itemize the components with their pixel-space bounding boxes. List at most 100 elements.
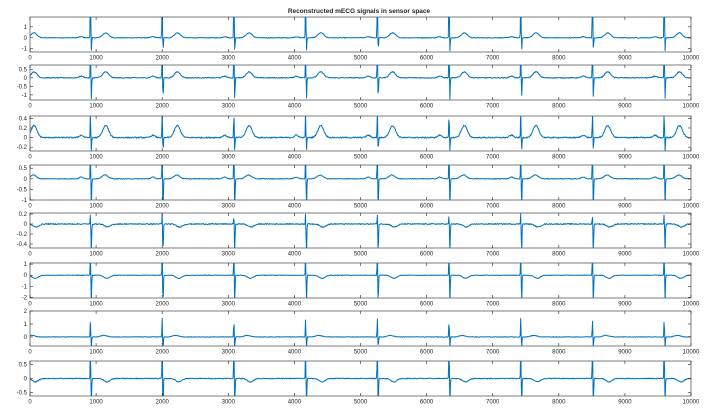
signal-panel-6: -2 -1 0 1 0 1000 2000 3000 4000 5000 6000 7000 8000 9… (22, 262, 700, 308)
x-tick-label: 0 (28, 350, 32, 356)
x-tick-label: 8000 (552, 252, 566, 258)
x-tick-label: 1000 (89, 104, 103, 110)
x-tick-label: 6000 (420, 56, 434, 62)
y-tick-label: -0.2 (17, 232, 28, 238)
x-tick-label: 4000 (288, 400, 302, 406)
x-tick-label: 9000 (618, 252, 632, 258)
x-tick-label: 5000 (354, 302, 368, 308)
x-tick-label: 3000 (222, 104, 236, 110)
x-tick-label: 5000 (354, 56, 368, 62)
x-tick-label: 4000 (288, 104, 302, 110)
x-tick-label: 8000 (552, 56, 566, 62)
x-tick-label: 10000 (683, 104, 700, 110)
x-tick-label: 3000 (222, 350, 236, 356)
x-tick-label: 10000 (683, 400, 700, 406)
ecg-trace-5 (30, 213, 691, 248)
signal-panel-4: -1 -0.5 0 0.5 0 1000 2000 3000 4000 5000 6000 7000 8… (17, 164, 700, 210)
x-tick-label: 1000 (89, 56, 103, 62)
x-tick-label: 2000 (156, 302, 170, 308)
x-tick-label: 3000 (222, 56, 236, 62)
x-tick-label: 4000 (288, 350, 302, 356)
x-tick-label: 4000 (288, 302, 302, 308)
y-tick-label: -0.5 (17, 187, 28, 193)
x-tick-label: 2000 (156, 204, 170, 210)
y-tick-label: 0.4 (19, 116, 28, 122)
x-tick-label: 0 (28, 204, 32, 210)
x-tick-label: 0 (28, 104, 32, 110)
x-tick-label: 7000 (486, 56, 500, 62)
y-tick-label: 0.5 (19, 362, 28, 368)
y-tick-label: 2 (24, 309, 28, 315)
y-tick-label: -1 (22, 93, 28, 99)
x-tick-label: 5000 (354, 204, 368, 210)
y-tick-label: 0 (24, 76, 28, 82)
signal-panel-7: 0 1 2 0 1000 2000 3000 4000 5000 6000 7000 8000 9000… (24, 309, 700, 356)
x-tick-label: 5000 (354, 350, 368, 356)
x-tick-label: 10000 (683, 56, 700, 62)
x-tick-label: 2000 (156, 56, 170, 62)
ecg-trace-2 (30, 65, 691, 100)
y-tick-label: 0 (24, 377, 28, 383)
x-tick-label: 10000 (683, 252, 700, 258)
x-tick-label: 3000 (222, 400, 236, 406)
x-tick-label: 2000 (156, 104, 170, 110)
x-tick-label: 8000 (552, 155, 566, 161)
x-tick-label: 8000 (552, 400, 566, 406)
axis-frame (29, 16, 692, 53)
axis-frame (29, 262, 692, 299)
x-tick-label: 1000 (89, 302, 103, 308)
x-tick-label: 6000 (420, 204, 434, 210)
x-tick-label: 9000 (618, 204, 632, 210)
x-tick-label: 10000 (683, 155, 700, 161)
axis-frame (29, 164, 692, 201)
x-tick-label: 5000 (354, 252, 368, 258)
y-tick-label: -2 (22, 295, 28, 301)
figure-title: Reconstructed mECG signals in sensor spa… (288, 8, 431, 15)
x-tick-label: 4000 (288, 56, 302, 62)
x-tick-label: 1000 (89, 155, 103, 161)
x-tick-label: 0 (28, 155, 32, 161)
x-tick-label: 4000 (288, 252, 302, 258)
x-tick-label: 9000 (618, 56, 632, 62)
x-tick-label: 5000 (354, 155, 368, 161)
ecg-trace-1 (30, 17, 691, 52)
x-tick-label: 3000 (222, 252, 236, 258)
x-tick-label: 9000 (618, 400, 632, 406)
x-tick-label: 7000 (486, 400, 500, 406)
y-tick-label: 0 (24, 136, 28, 142)
x-tick-label: 0 (28, 400, 32, 406)
y-tick-label: 1 (24, 262, 28, 268)
signal-panel-5: -0.4 -0.2 0 0.2 0 1000 2000 3000 4000 5000 6000 700… (17, 212, 700, 258)
y-tick-label: -0.4 (17, 242, 28, 248)
y-tick-label: -1 (22, 47, 28, 53)
y-tick-label: 0 (24, 335, 28, 341)
x-tick-label: 1000 (89, 252, 103, 258)
x-tick-label: 2000 (156, 155, 170, 161)
x-tick-label: 3000 (222, 155, 236, 161)
x-tick-label: 7000 (486, 350, 500, 356)
ecg-trace-7 (30, 317, 691, 346)
x-tick-label: 0 (28, 302, 32, 308)
x-tick-label: 7000 (486, 204, 500, 210)
y-tick-label: 0 (24, 273, 28, 279)
x-tick-label: 8000 (552, 350, 566, 356)
x-tick-label: 2000 (156, 400, 170, 406)
x-tick-label: 2000 (156, 350, 170, 356)
signal-panel-3: -0.200.20.40 1000 2000 3000 4000 5000 6000 7000… (17, 115, 700, 161)
y-tick-label: -1 (22, 284, 28, 290)
x-tick-label: 3000 (222, 302, 236, 308)
x-tick-label: 1000 (89, 400, 103, 406)
x-tick-label: 7000 (486, 155, 500, 161)
x-tick-label: 8000 (552, 104, 566, 110)
y-tick-label: 0.2 (19, 126, 28, 132)
signal-panel-2: -1 -0.5 0 0.5 0 1000 2000 3000 4000 5000 6000 7000 8… (17, 64, 700, 110)
x-tick-label: 6000 (420, 155, 434, 161)
x-tick-label: 0 (28, 56, 32, 62)
ecg-trace-8 (30, 361, 691, 396)
x-tick-label: 10000 (683, 350, 700, 356)
y-tick-label: 0.2 (19, 212, 28, 218)
y-tick-label: -0.5 (17, 391, 28, 397)
x-tick-label: 7000 (486, 252, 500, 258)
